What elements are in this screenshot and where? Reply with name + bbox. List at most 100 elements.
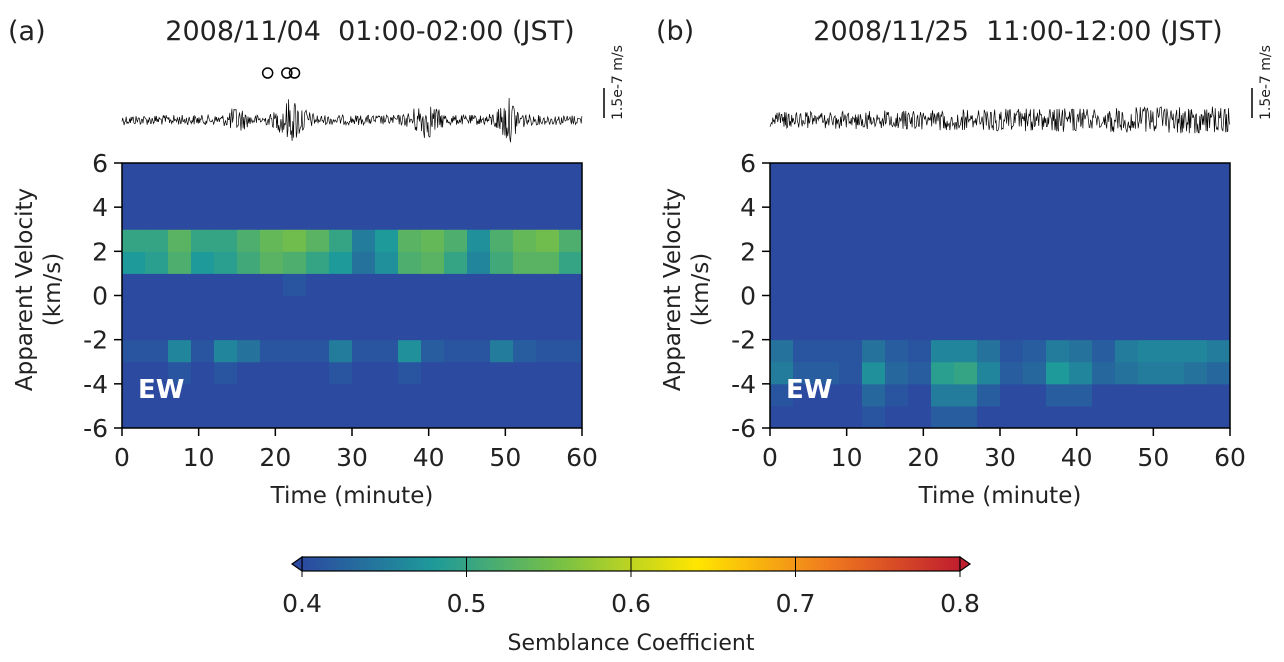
heatmap-cell bbox=[839, 251, 863, 274]
heatmap-cell bbox=[352, 163, 376, 186]
heatmap-cell bbox=[513, 251, 537, 274]
heatmap-cell bbox=[375, 317, 399, 341]
heatmap-cell bbox=[352, 317, 376, 341]
heatmap-cell bbox=[122, 361, 146, 385]
heatmap-cell bbox=[1092, 317, 1116, 341]
colorbar-tick-label: 0.4 bbox=[282, 589, 322, 618]
heatmap-cell bbox=[375, 361, 399, 385]
heatmap-cell bbox=[862, 383, 886, 407]
heatmap-cell bbox=[885, 339, 909, 363]
heatmap-cell bbox=[1161, 185, 1185, 208]
heatmap-cell bbox=[1184, 273, 1208, 296]
heatmap-cell bbox=[1046, 361, 1070, 385]
heatmap-cell bbox=[536, 207, 560, 230]
heatmap-cell bbox=[1115, 295, 1139, 319]
heatmap-cell bbox=[931, 229, 955, 252]
heatmap-cell bbox=[375, 251, 399, 274]
heatmap-cell bbox=[490, 207, 514, 230]
heatmap-cell bbox=[467, 383, 491, 407]
heatmap-cell bbox=[306, 185, 330, 208]
heatmap-cell bbox=[1069, 207, 1093, 230]
heatmap-cell bbox=[931, 339, 955, 363]
heatmap-cell bbox=[793, 251, 817, 274]
heatmap-cell bbox=[954, 361, 978, 385]
heatmap-cell bbox=[467, 229, 491, 252]
heatmap-cell bbox=[1138, 251, 1162, 274]
heatmap-cell bbox=[862, 185, 886, 208]
heatmap-cell bbox=[329, 273, 353, 296]
heatmap-cell bbox=[283, 163, 307, 186]
heatmap-cell bbox=[1069, 339, 1093, 363]
heatmap-cell bbox=[1184, 339, 1208, 363]
heatmap-cell bbox=[191, 229, 215, 252]
heatmap-cell bbox=[398, 207, 422, 230]
heatmap-cell bbox=[1138, 405, 1162, 429]
heatmap-cell bbox=[490, 339, 514, 363]
y-tick-label: -4 bbox=[83, 370, 108, 399]
heatmap-cell bbox=[513, 361, 537, 385]
heatmap-cell bbox=[490, 185, 514, 208]
heatmap-cell bbox=[559, 339, 583, 363]
heatmap-cell bbox=[1046, 405, 1070, 429]
heatmap-cell bbox=[1138, 339, 1162, 363]
heatmap-cell bbox=[352, 295, 376, 319]
heatmap-cell bbox=[352, 185, 376, 208]
heatmap-cell bbox=[237, 317, 261, 341]
heatmap-cell bbox=[421, 361, 445, 385]
heatmap-cell bbox=[908, 251, 932, 274]
heatmap-cell bbox=[490, 361, 514, 385]
y-tick-label: 2 bbox=[740, 237, 756, 266]
heatmap-cell bbox=[770, 295, 794, 319]
heatmap-cell bbox=[1023, 251, 1047, 274]
heatmap-cell bbox=[954, 339, 978, 363]
heatmap-cell bbox=[1161, 361, 1185, 385]
heatmap-cell bbox=[977, 273, 1001, 296]
heatmap-cell bbox=[839, 339, 863, 363]
heatmap-cell bbox=[306, 339, 330, 363]
heatmap-cell bbox=[467, 405, 491, 429]
heatmap-cell bbox=[260, 405, 284, 429]
x-tick-label: 0 bbox=[114, 443, 130, 472]
heatmap-cell bbox=[1092, 339, 1116, 363]
heatmap-cell bbox=[260, 163, 284, 186]
heatmap-cell bbox=[122, 383, 146, 407]
heatmap-cell bbox=[444, 273, 468, 296]
x-tick-label: 50 bbox=[1137, 443, 1169, 472]
heatmap-cell bbox=[1161, 317, 1185, 341]
heatmap-cell bbox=[122, 185, 146, 208]
heatmap-cell bbox=[1184, 295, 1208, 319]
heatmap-cell bbox=[1046, 251, 1070, 274]
heatmap-cell bbox=[513, 229, 537, 252]
heatmap-cell bbox=[168, 339, 192, 363]
heatmap-cell bbox=[513, 405, 537, 429]
heatmap-cell bbox=[977, 207, 1001, 230]
heatmap-cell bbox=[352, 229, 376, 252]
heatmap-cell bbox=[1069, 185, 1093, 208]
heatmap-cell bbox=[770, 405, 794, 429]
heatmap-cell bbox=[1069, 229, 1093, 252]
annotation: EW bbox=[786, 375, 832, 405]
heatmap-cell bbox=[1046, 273, 1070, 296]
heatmap-cell bbox=[1046, 163, 1070, 186]
heatmap-cell bbox=[1138, 229, 1162, 252]
heatmap-cell bbox=[283, 339, 307, 363]
heatmap-cell bbox=[421, 185, 445, 208]
heatmap-cell bbox=[283, 229, 307, 252]
heatmap-cell bbox=[145, 405, 169, 429]
x-tick-label: 0 bbox=[762, 443, 778, 472]
heatmap-cell bbox=[283, 185, 307, 208]
heatmap-cell bbox=[816, 383, 840, 407]
heatmap-cell bbox=[168, 251, 192, 274]
heatmap-cell bbox=[839, 163, 863, 186]
heatmap-cell bbox=[931, 383, 955, 407]
heatmap-cell bbox=[145, 295, 169, 319]
heatmap-cell bbox=[444, 361, 468, 385]
annotation: EW bbox=[138, 375, 184, 405]
heatmap-cell bbox=[398, 317, 422, 341]
heatmap-cell bbox=[1184, 405, 1208, 429]
heatmap-cell bbox=[1023, 405, 1047, 429]
heatmap-cell bbox=[1046, 339, 1070, 363]
heatmap-cell bbox=[559, 295, 583, 319]
heatmap-cell bbox=[954, 229, 978, 252]
heatmap-cell bbox=[467, 295, 491, 319]
